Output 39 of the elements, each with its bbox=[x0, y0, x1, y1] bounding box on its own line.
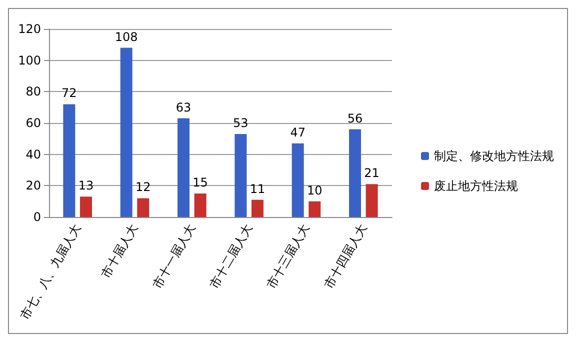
bar bbox=[308, 201, 321, 217]
data-label: 47 bbox=[290, 125, 306, 140]
y-tick-label: 60 bbox=[26, 116, 41, 130]
bar bbox=[349, 129, 362, 217]
bar bbox=[366, 184, 378, 217]
data-label: 53 bbox=[233, 116, 248, 130]
y-tick-label: 100 bbox=[18, 53, 41, 68]
data-label: 63 bbox=[176, 100, 192, 114]
bar bbox=[194, 194, 206, 217]
data-label: 13 bbox=[78, 178, 94, 193]
data-label: 108 bbox=[114, 30, 138, 44]
x-tick-label: 市十三届人大 bbox=[264, 222, 312, 291]
data-label: 56 bbox=[347, 111, 363, 126]
y-tick-label: 0 bbox=[33, 210, 41, 224]
bar bbox=[120, 48, 132, 217]
y-tick-label: 120 bbox=[18, 22, 41, 36]
x-tick-label: 市七、八、九届人大 bbox=[18, 222, 84, 322]
data-label: 15 bbox=[192, 176, 208, 190]
x-tick-label: 市十一届人大 bbox=[150, 222, 198, 291]
data-label: 12 bbox=[136, 180, 151, 194]
legend-label: 制定、修改地方性法规 bbox=[434, 149, 554, 163]
x-tick-label: 市十届人大 bbox=[98, 222, 141, 280]
data-label: 10 bbox=[307, 183, 322, 198]
bar bbox=[137, 198, 150, 217]
x-tick-label: 市十四届人大 bbox=[321, 222, 370, 291]
bar bbox=[251, 200, 264, 217]
bar bbox=[292, 143, 304, 217]
data-label: 11 bbox=[250, 182, 266, 196]
bar bbox=[178, 118, 190, 217]
y-tick-label: 20 bbox=[26, 178, 41, 193]
x-tick-label: 市十二届人大 bbox=[207, 222, 256, 291]
bar bbox=[80, 196, 92, 217]
y-tick-label: 80 bbox=[26, 84, 41, 99]
bar bbox=[63, 104, 76, 217]
bar bbox=[234, 134, 247, 217]
data-label: 72 bbox=[62, 86, 77, 100]
y-tick-label: 40 bbox=[26, 147, 41, 162]
data-label: 21 bbox=[364, 166, 380, 180]
legend-label: 废止地方性法规 bbox=[434, 179, 518, 193]
